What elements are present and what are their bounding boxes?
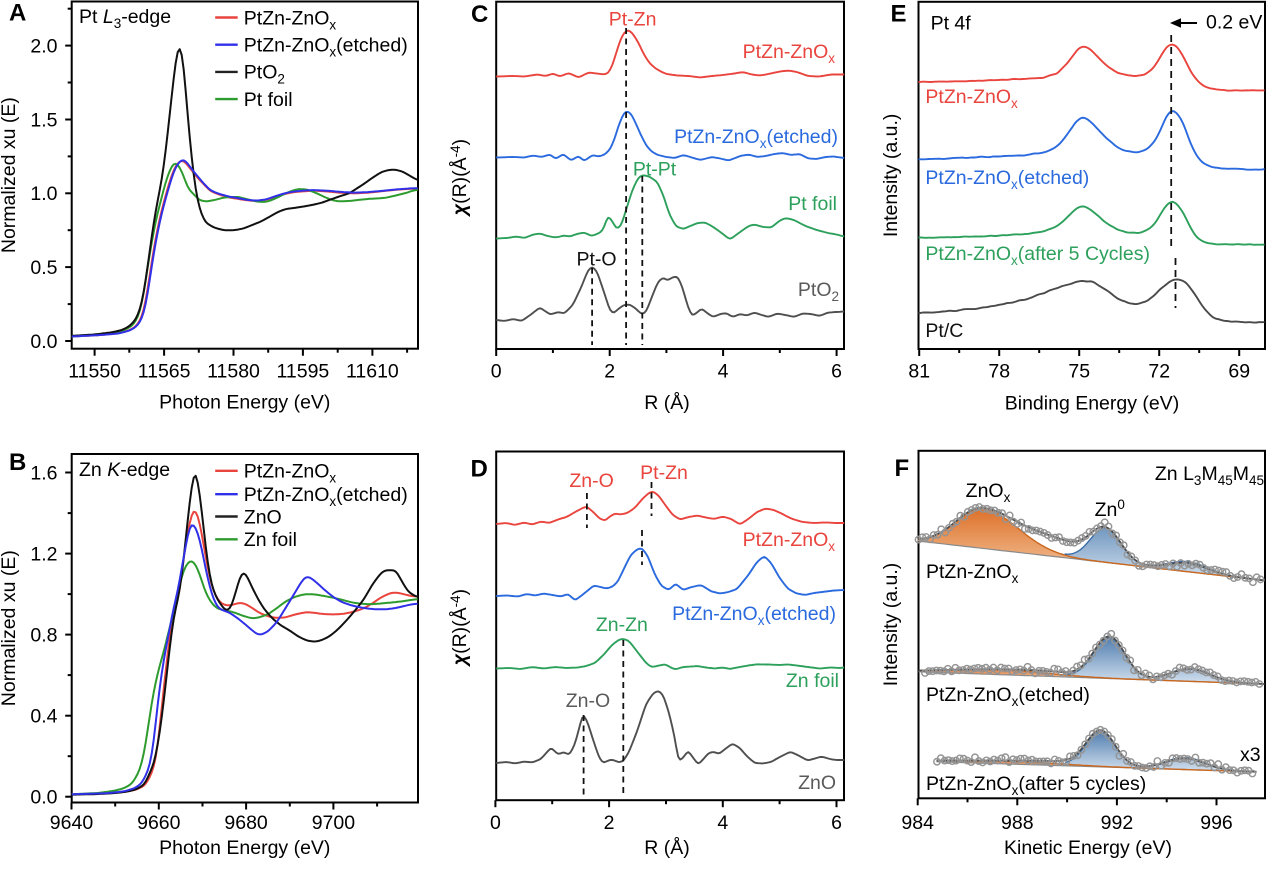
svg-text:PtZn-ZnOx(after 5 cycles): PtZn-ZnOx(after 5 cycles) <box>926 773 1146 798</box>
svg-text:1.0: 1.0 <box>30 183 57 205</box>
svg-text:1.2: 1.2 <box>30 543 57 565</box>
svg-text:6: 6 <box>831 360 842 382</box>
svg-text:4: 4 <box>717 812 728 834</box>
svg-text:0: 0 <box>491 360 502 382</box>
svg-text:11595: 11595 <box>277 360 330 382</box>
svg-text:χ(R)(Å-4): χ(R)(Å-4) <box>448 589 471 667</box>
svg-text:PtZn-ZnOx: PtZn-ZnOx <box>244 461 337 486</box>
svg-text:χ(R)(Å-4): χ(R)(Å-4) <box>448 139 471 217</box>
svg-text:0.0: 0.0 <box>30 331 57 353</box>
svg-text:0.8: 0.8 <box>30 624 57 646</box>
svg-text:0.2 eV: 0.2 eV <box>1206 12 1262 34</box>
svg-text:Pt-Pt: Pt-Pt <box>633 159 677 181</box>
svg-text:992: 992 <box>1101 812 1134 834</box>
svg-text:PtZn-ZnOx(etched): PtZn-ZnOx(etched) <box>926 684 1090 709</box>
svg-text:72: 72 <box>1148 360 1170 382</box>
svg-text:Zn foil: Zn foil <box>244 529 297 551</box>
svg-text:Pt/C: Pt/C <box>925 320 963 342</box>
svg-text:PtZn-ZnOx(etched): PtZn-ZnOx(etched) <box>925 167 1089 192</box>
svg-text:Photon Energy (eV): Photon Energy (eV) <box>159 392 330 414</box>
svg-text:E: E <box>891 1 907 28</box>
svg-text:1.6: 1.6 <box>30 462 57 484</box>
svg-text:Pt foil: Pt foil <box>788 193 837 215</box>
svg-text:PtZn-ZnOx(etched): PtZn-ZnOx(etched) <box>244 484 408 509</box>
svg-text:Pt foil: Pt foil <box>244 89 293 111</box>
svg-text:69: 69 <box>1228 360 1250 382</box>
svg-text:Zn-O: Zn-O <box>569 470 613 492</box>
svg-text:81: 81 <box>908 360 930 382</box>
svg-text:4: 4 <box>718 360 729 382</box>
svg-text:ZnO: ZnO <box>798 772 836 794</box>
svg-text:11610: 11610 <box>346 360 399 382</box>
svg-text:F: F <box>895 455 910 482</box>
svg-text:Binding Energy (eV): Binding Energy (eV) <box>1005 393 1180 415</box>
svg-text:0.4: 0.4 <box>30 706 57 728</box>
svg-text:78: 78 <box>988 360 1010 382</box>
svg-text:Intensity (a.u.): Intensity (a.u.) <box>880 563 902 687</box>
svg-text:Pt-Zn: Pt-Zn <box>609 9 657 31</box>
svg-text:Zn foil: Zn foil <box>786 670 839 692</box>
svg-text:9700: 9700 <box>312 812 356 834</box>
svg-text:Zn K-edge: Zn K-edge <box>79 459 170 481</box>
svg-text:Pt-Zn: Pt-Zn <box>640 462 688 484</box>
svg-text:9660: 9660 <box>137 812 181 834</box>
svg-text:PtZn-ZnOx(etched): PtZn-ZnOx(etched) <box>244 35 408 60</box>
svg-text:Kinetic Energy (eV): Kinetic Energy (eV) <box>1004 837 1172 859</box>
svg-text:0: 0 <box>490 812 501 834</box>
svg-text:R (Å): R (Å) <box>644 836 690 859</box>
svg-text:Zn-Zn: Zn-Zn <box>596 614 648 636</box>
svg-text:Intensity (a.u.): Intensity (a.u.) <box>880 114 902 238</box>
svg-text:11580: 11580 <box>207 360 260 382</box>
svg-text:PtZn-ZnOx(etched): PtZn-ZnOx(etched) <box>672 603 836 628</box>
svg-text:PtZn-ZnOx(etched): PtZn-ZnOx(etched) <box>674 126 838 151</box>
svg-text:A: A <box>9 0 26 27</box>
svg-text:Normalized xu (E): Normalized xu (E) <box>0 97 20 253</box>
svg-text:PtZn-ZnOx: PtZn-ZnOx <box>925 86 1018 111</box>
svg-text:Pt 4f: Pt 4f <box>931 13 972 35</box>
svg-text:11565: 11565 <box>138 360 191 382</box>
svg-text:984: 984 <box>901 812 934 834</box>
svg-text:0.0: 0.0 <box>30 787 57 809</box>
svg-text:PtZn-ZnOx: PtZn-ZnOx <box>926 561 1019 586</box>
svg-text:75: 75 <box>1068 360 1090 382</box>
svg-text:ZnOx: ZnOx <box>966 480 1011 505</box>
svg-text:988: 988 <box>1001 812 1034 834</box>
svg-text:Normalized xu (E): Normalized xu (E) <box>0 550 20 706</box>
svg-text:x3: x3 <box>1240 744 1261 766</box>
svg-text:PtZn-ZnOx: PtZn-ZnOx <box>244 7 337 32</box>
svg-text:PtZn-ZnOx(after 5 Cycles): PtZn-ZnOx(after 5 Cycles) <box>925 243 1150 268</box>
svg-text:9680: 9680 <box>224 812 268 834</box>
svg-text:PtZn-ZnOx: PtZn-ZnOx <box>743 41 836 66</box>
svg-text:Photon Energy (eV): Photon Energy (eV) <box>159 837 330 859</box>
svg-text:ZnO: ZnO <box>244 506 282 528</box>
svg-text:2.0: 2.0 <box>30 35 57 57</box>
svg-text:PtZn-ZnOx: PtZn-ZnOx <box>743 529 836 554</box>
svg-text:6: 6 <box>831 812 842 834</box>
svg-text:Pt L3-edge: Pt L3-edge <box>79 6 171 31</box>
svg-text:C: C <box>471 1 488 28</box>
svg-text:B: B <box>9 449 26 476</box>
svg-text:2: 2 <box>604 812 615 834</box>
svg-text:R (Å): R (Å) <box>644 391 690 414</box>
svg-text:Pt-O: Pt-O <box>576 249 616 271</box>
svg-text:2: 2 <box>604 360 615 382</box>
svg-text:0.5: 0.5 <box>30 257 57 279</box>
svg-text:996: 996 <box>1200 812 1233 834</box>
svg-text:Zn-O: Zn-O <box>566 690 610 712</box>
svg-text:D: D <box>471 456 488 483</box>
svg-text:11550: 11550 <box>68 360 121 382</box>
svg-text:9640: 9640 <box>50 812 94 834</box>
svg-text:1.5: 1.5 <box>30 109 57 131</box>
svg-text:Zn L3M45M45: Zn L3M45M45 <box>1155 463 1264 488</box>
